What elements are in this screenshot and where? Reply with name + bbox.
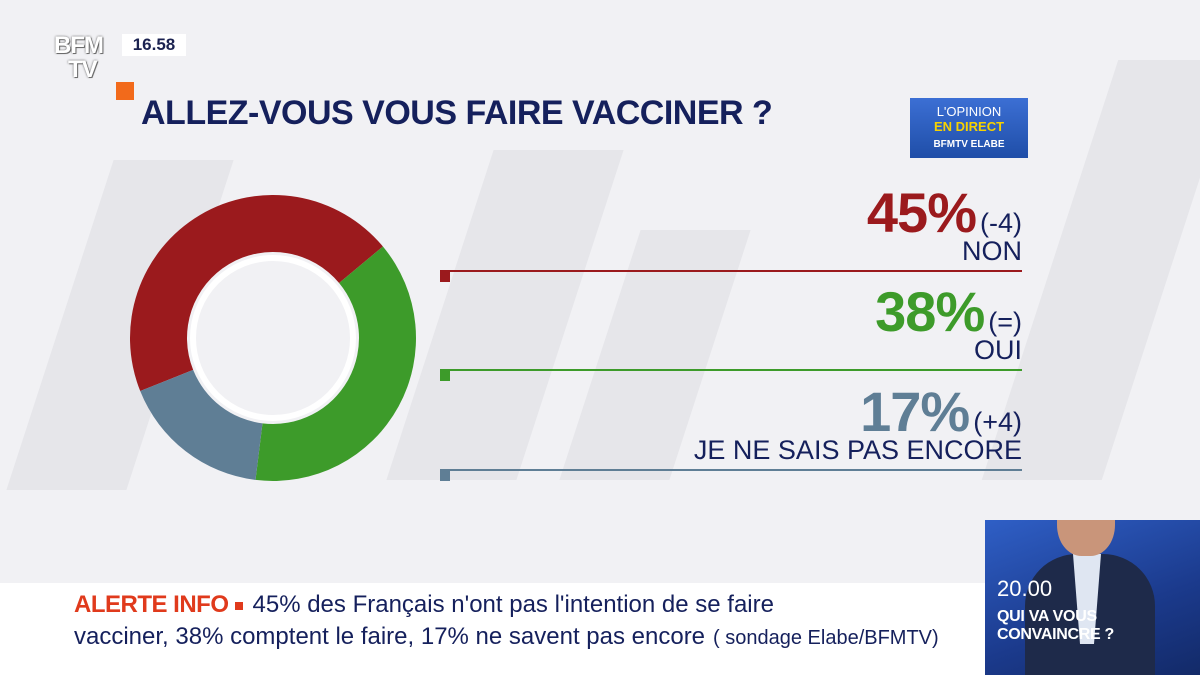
- donut-slice-oui: [255, 246, 416, 481]
- ticker-text-1: 45% des Français n'ont pas l'intention d…: [252, 591, 774, 618]
- donut-slice-non: [130, 195, 383, 392]
- result-oui-rule: [440, 369, 1022, 371]
- result-oui-change: (=): [988, 307, 1022, 337]
- result-oui-percent: 38%: [875, 280, 985, 343]
- alerte-info-label: ALERTE INFO: [74, 591, 229, 618]
- result-non-label: NON: [962, 236, 1022, 266]
- poll-question-title: ALLEZ-VOUS VOUS FAIRE VACCINER ?: [141, 94, 773, 132]
- presenter-promo: 20.00 QUI VA VOUS CONVAINCRE ?: [985, 520, 1200, 675]
- bfmtv-logo: BFM TV: [52, 32, 136, 100]
- result-nsp: 17% (+4) JE NE SAIS PAS ENCORE: [693, 384, 1022, 465]
- result-non-percent: 45%: [866, 181, 977, 244]
- logo-bfm-text: BFM: [54, 32, 104, 59]
- donut-hole: [190, 255, 356, 421]
- logo-orange-square: [116, 82, 134, 100]
- badge-line-1: L'OPINION: [936, 104, 1002, 119]
- ticker-line-1: ALERTE INFO 45% des Français n'ont pas l'…: [74, 591, 774, 619]
- logo-tv-text: TV: [68, 56, 98, 83]
- presenter-head: [1057, 520, 1115, 556]
- badge-line-3: BFMTV ELABE: [933, 139, 1005, 150]
- promo-time: 20.00: [997, 576, 1053, 601]
- opinion-en-direct-badge: L'OPINION EN DIRECT BFMTV ELABE: [910, 98, 1028, 158]
- result-non-rule: [440, 270, 1022, 272]
- result-oui: 38% (=) OUI: [875, 284, 1022, 365]
- ticker-text-2: vacciner, 38% comptent le faire, 17% ne …: [74, 623, 706, 650]
- donut-slice-je-ne-sais-pas-encore: [140, 369, 263, 480]
- result-nsp-percent: 17%: [860, 380, 970, 443]
- result-non: 45% (-4) NON: [867, 185, 1022, 266]
- badge-line-2: EN DIRECT: [933, 119, 1005, 134]
- alert-square-icon: [234, 601, 243, 610]
- result-non-marker: [440, 272, 450, 282]
- result-oui-marker: [440, 371, 450, 381]
- result-nsp-rule: [440, 469, 1022, 471]
- result-oui-label: OUI: [973, 335, 1022, 365]
- news-ticker: ALERTE INFO 45% des Français n'ont pas l'…: [0, 583, 985, 675]
- result-non-change: (-4): [980, 208, 1022, 238]
- ticker-line-2: vacciner, 38% comptent le faire, 17% ne …: [74, 623, 939, 651]
- promo-line-1: QUI VA VOUS: [997, 608, 1097, 625]
- promo-line-2: CONVAINCRE ?: [997, 626, 1114, 643]
- result-nsp-marker: [440, 471, 450, 481]
- donut-chart: [130, 195, 416, 481]
- ticker-source: ( sondage Elabe/BFMTV): [713, 627, 939, 649]
- clock: 16.58: [122, 34, 186, 56]
- result-nsp-change: (+4): [973, 407, 1022, 437]
- result-nsp-label: JE NE SAIS PAS ENCORE: [693, 435, 1022, 465]
